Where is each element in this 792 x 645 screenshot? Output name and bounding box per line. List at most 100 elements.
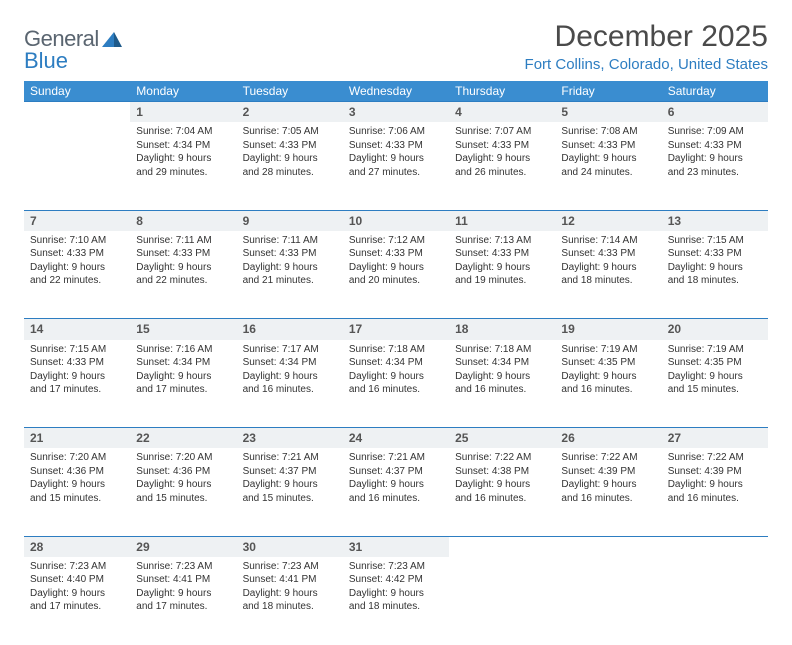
daylight-line: Daylight: 9 hours and 23 minutes. — [668, 152, 762, 179]
day-number-cell — [662, 536, 768, 557]
day-body-cell: Sunrise: 7:06 AMSunset: 4:33 PMDaylight:… — [343, 122, 449, 210]
weekday-header: Tuesday — [237, 81, 343, 102]
day-body-cell: Sunrise: 7:23 AMSunset: 4:41 PMDaylight:… — [237, 557, 343, 645]
day-body-cell: Sunrise: 7:04 AMSunset: 4:34 PMDaylight:… — [130, 122, 236, 210]
day-content: Sunrise: 7:17 AMSunset: 4:34 PMDaylight:… — [237, 340, 343, 403]
calendar-table: Sunday Monday Tuesday Wednesday Thursday… — [24, 81, 768, 645]
daylight-line: Daylight: 9 hours and 16 minutes. — [561, 370, 655, 397]
daylight-line: Daylight: 9 hours and 18 minutes. — [561, 261, 655, 288]
daylight-line: Daylight: 9 hours and 16 minutes. — [243, 370, 337, 397]
day-body-cell: Sunrise: 7:21 AMSunset: 4:37 PMDaylight:… — [343, 448, 449, 536]
sunset-line: Sunset: 4:34 PM — [136, 356, 230, 370]
day-content: Sunrise: 7:22 AMSunset: 4:38 PMDaylight:… — [449, 448, 555, 511]
sunset-line: Sunset: 4:34 PM — [455, 356, 549, 370]
sunrise-line: Sunrise: 7:18 AM — [455, 343, 549, 357]
sunset-line: Sunset: 4:39 PM — [668, 465, 762, 479]
day-number-cell: 11 — [449, 210, 555, 231]
day-content: Sunrise: 7:13 AMSunset: 4:33 PMDaylight:… — [449, 231, 555, 294]
sunrise-line: Sunrise: 7:11 AM — [136, 234, 230, 248]
day-number-row: 78910111213 — [24, 210, 768, 231]
day-number-cell: 30 — [237, 536, 343, 557]
day-body-row: Sunrise: 7:04 AMSunset: 4:34 PMDaylight:… — [24, 122, 768, 210]
daylight-line: Daylight: 9 hours and 15 minutes. — [668, 370, 762, 397]
day-number-cell — [449, 536, 555, 557]
sunrise-line: Sunrise: 7:21 AM — [349, 451, 443, 465]
day-body-cell: Sunrise: 7:19 AMSunset: 4:35 PMDaylight:… — [555, 340, 661, 428]
sunset-line: Sunset: 4:33 PM — [349, 247, 443, 261]
weekday-header: Monday — [130, 81, 236, 102]
sunset-line: Sunset: 4:36 PM — [30, 465, 124, 479]
sunset-line: Sunset: 4:33 PM — [243, 247, 337, 261]
daylight-line: Daylight: 9 hours and 17 minutes. — [30, 587, 124, 614]
sunset-line: Sunset: 4:37 PM — [349, 465, 443, 479]
sunrise-line: Sunrise: 7:16 AM — [136, 343, 230, 357]
sunset-line: Sunset: 4:41 PM — [243, 573, 337, 587]
day-number-cell: 26 — [555, 428, 661, 449]
day-body-cell: Sunrise: 7:23 AMSunset: 4:40 PMDaylight:… — [24, 557, 130, 645]
sunrise-line: Sunrise: 7:05 AM — [243, 125, 337, 139]
day-number-cell: 27 — [662, 428, 768, 449]
sunrise-line: Sunrise: 7:13 AM — [455, 234, 549, 248]
day-body-cell: Sunrise: 7:09 AMSunset: 4:33 PMDaylight:… — [662, 122, 768, 210]
day-body-cell: Sunrise: 7:23 AMSunset: 4:41 PMDaylight:… — [130, 557, 236, 645]
day-number-cell: 9 — [237, 210, 343, 231]
sunrise-line: Sunrise: 7:06 AM — [349, 125, 443, 139]
sunset-line: Sunset: 4:36 PM — [136, 465, 230, 479]
daylight-line: Daylight: 9 hours and 17 minutes. — [136, 587, 230, 614]
header: General December 2025 Fort Collins, Colo… — [24, 20, 768, 73]
day-content: Sunrise: 7:22 AMSunset: 4:39 PMDaylight:… — [555, 448, 661, 511]
sunset-line: Sunset: 4:33 PM — [30, 356, 124, 370]
sunset-line: Sunset: 4:38 PM — [455, 465, 549, 479]
sunrise-line: Sunrise: 7:23 AM — [243, 560, 337, 574]
sunrise-line: Sunrise: 7:20 AM — [136, 451, 230, 465]
day-content: Sunrise: 7:09 AMSunset: 4:33 PMDaylight:… — [662, 122, 768, 185]
weekday-header: Sunday — [24, 81, 130, 102]
daylight-line: Daylight: 9 hours and 16 minutes. — [455, 370, 549, 397]
day-content: Sunrise: 7:12 AMSunset: 4:33 PMDaylight:… — [343, 231, 449, 294]
sunrise-line: Sunrise: 7:15 AM — [668, 234, 762, 248]
sunset-line: Sunset: 4:33 PM — [136, 247, 230, 261]
sunrise-line: Sunrise: 7:08 AM — [561, 125, 655, 139]
daylight-line: Daylight: 9 hours and 15 minutes. — [136, 478, 230, 505]
day-number-cell: 3 — [343, 102, 449, 123]
day-number-cell: 19 — [555, 319, 661, 340]
sunrise-line: Sunrise: 7:22 AM — [668, 451, 762, 465]
day-number-cell: 1 — [130, 102, 236, 123]
sunrise-line: Sunrise: 7:21 AM — [243, 451, 337, 465]
weekday-header: Thursday — [449, 81, 555, 102]
day-content: Sunrise: 7:18 AMSunset: 4:34 PMDaylight:… — [449, 340, 555, 403]
day-body-cell: Sunrise: 7:20 AMSunset: 4:36 PMDaylight:… — [130, 448, 236, 536]
day-body-row: Sunrise: 7:23 AMSunset: 4:40 PMDaylight:… — [24, 557, 768, 645]
day-number-cell: 17 — [343, 319, 449, 340]
day-content: Sunrise: 7:19 AMSunset: 4:35 PMDaylight:… — [662, 340, 768, 403]
day-number-cell: 15 — [130, 319, 236, 340]
daylight-line: Daylight: 9 hours and 19 minutes. — [455, 261, 549, 288]
day-content: Sunrise: 7:07 AMSunset: 4:33 PMDaylight:… — [449, 122, 555, 185]
sunset-line: Sunset: 4:33 PM — [30, 247, 124, 261]
sunset-line: Sunset: 4:40 PM — [30, 573, 124, 587]
day-body-cell: Sunrise: 7:07 AMSunset: 4:33 PMDaylight:… — [449, 122, 555, 210]
day-number-cell: 13 — [662, 210, 768, 231]
day-body-cell: Sunrise: 7:11 AMSunset: 4:33 PMDaylight:… — [237, 231, 343, 319]
day-number-cell: 6 — [662, 102, 768, 123]
day-body-cell: Sunrise: 7:10 AMSunset: 4:33 PMDaylight:… — [24, 231, 130, 319]
weekday-header: Friday — [555, 81, 661, 102]
day-content: Sunrise: 7:23 AMSunset: 4:41 PMDaylight:… — [130, 557, 236, 620]
day-content: Sunrise: 7:05 AMSunset: 4:33 PMDaylight:… — [237, 122, 343, 185]
sunrise-line: Sunrise: 7:10 AM — [30, 234, 124, 248]
day-number-cell: 7 — [24, 210, 130, 231]
day-content: Sunrise: 7:11 AMSunset: 4:33 PMDaylight:… — [237, 231, 343, 294]
daylight-line: Daylight: 9 hours and 26 minutes. — [455, 152, 549, 179]
brand-triangle-icon — [101, 30, 123, 48]
day-number-cell: 29 — [130, 536, 236, 557]
page-title: December 2025 — [525, 20, 768, 54]
day-body-cell: Sunrise: 7:12 AMSunset: 4:33 PMDaylight:… — [343, 231, 449, 319]
weekday-header-row: Sunday Monday Tuesday Wednesday Thursday… — [24, 81, 768, 102]
day-number-row: 21222324252627 — [24, 428, 768, 449]
day-body-cell: Sunrise: 7:18 AMSunset: 4:34 PMDaylight:… — [449, 340, 555, 428]
brand-part2: Blue — [24, 48, 68, 74]
day-body-cell: Sunrise: 7:18 AMSunset: 4:34 PMDaylight:… — [343, 340, 449, 428]
day-number-cell: 10 — [343, 210, 449, 231]
daylight-line: Daylight: 9 hours and 29 minutes. — [136, 152, 230, 179]
day-number-row: 28293031 — [24, 536, 768, 557]
